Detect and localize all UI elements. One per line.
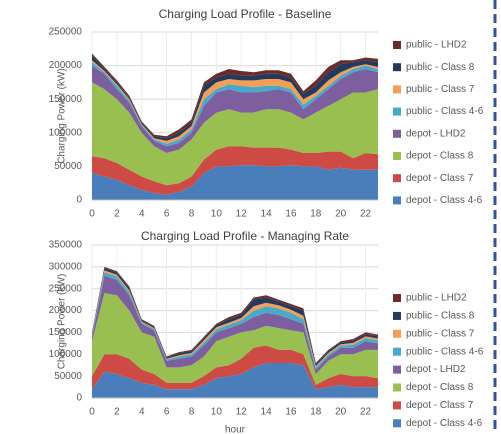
x-tick-label: 20 — [335, 209, 347, 220]
area — [92, 53, 378, 139]
area — [92, 65, 378, 153]
legend-swatch — [393, 85, 401, 94]
legend-swatch — [393, 365, 401, 374]
area — [92, 266, 378, 365]
legend-swatch — [393, 401, 401, 410]
area — [92, 82, 378, 186]
legend-label: depot - Class 7 — [406, 173, 474, 184]
x-tick-label: 0 — [89, 209, 95, 220]
x-tick-label: 14 — [261, 209, 273, 220]
x-tick-label: 6 — [164, 209, 170, 220]
legend-label: depot - Class 8 — [406, 382, 474, 393]
legend-label: public - Class 4-6 — [406, 106, 484, 117]
x-tick-label: 4 — [139, 407, 145, 418]
y-tick-label: 200000 — [49, 60, 83, 71]
legend-label: public - Class 7 — [406, 328, 475, 339]
legend-swatch — [393, 294, 401, 302]
y-tick-label: 0 — [76, 393, 82, 404]
y-tick-label: 250000 — [49, 27, 83, 38]
x-tick-label: 10 — [211, 407, 223, 418]
y-tick-label: 300000 — [49, 261, 83, 272]
x-tick-label: 16 — [285, 407, 297, 418]
y-tick-label: 0 — [76, 195, 82, 206]
legend-swatch — [393, 329, 401, 338]
y-tick-label: 50000 — [54, 371, 82, 382]
legend-label: public - LHD2 — [406, 293, 467, 304]
legend-swatch — [393, 129, 401, 138]
y-tick-label: 200000 — [49, 305, 83, 316]
area — [92, 60, 378, 144]
legend-swatch — [393, 383, 401, 392]
x-axis-label: hour — [225, 425, 246, 434]
area — [92, 55, 378, 141]
legend-label: public - Class 7 — [406, 84, 475, 95]
area — [92, 293, 378, 385]
area — [92, 363, 378, 398]
legend-swatch — [393, 311, 401, 320]
y-axis-label: Charging Power (kW) — [57, 274, 68, 370]
y-tick-label: 150000 — [49, 94, 83, 105]
legend-swatch — [393, 174, 401, 183]
legend-label: depot - LHD2 — [406, 128, 466, 139]
x-tick-label: 2 — [114, 209, 120, 220]
x-tick-label: 2 — [114, 407, 120, 418]
area — [92, 345, 378, 390]
x-tick-label: 4 — [139, 209, 145, 220]
y-tick-label: 50000 — [54, 161, 82, 172]
legend-swatch — [393, 196, 401, 205]
legend-label: depot - Class 4-6 — [406, 418, 483, 429]
legend-label: public - Class 8 — [406, 311, 475, 322]
legend-swatch — [393, 41, 401, 49]
legend-label: depot - Class 8 — [406, 151, 474, 162]
y-tick-label: 250000 — [49, 283, 83, 294]
legend-swatch — [393, 152, 401, 160]
legend-label: depot - Class 4-6 — [406, 195, 483, 206]
legend-swatch — [393, 107, 401, 116]
x-tick-label: 0 — [89, 407, 95, 418]
x-tick-label: 16 — [285, 209, 297, 220]
x-tick-label: 18 — [310, 407, 322, 418]
legend-label: public - LHD2 — [406, 40, 467, 51]
y-tick-label: 350000 — [49, 240, 83, 251]
legend-swatch — [393, 63, 401, 72]
x-tick-label: 8 — [189, 407, 195, 418]
x-tick-label: 12 — [236, 407, 248, 418]
y-tick-label: 100000 — [49, 127, 83, 138]
x-tick-label: 22 — [360, 209, 372, 220]
legend-label: depot - LHD2 — [406, 364, 466, 375]
x-tick-label: 18 — [310, 209, 322, 220]
area — [92, 272, 378, 370]
y-tick-label: 100000 — [49, 349, 83, 360]
legend-label: public - Class 4-6 — [406, 346, 484, 357]
area — [92, 146, 378, 195]
legend-swatch — [393, 347, 401, 356]
legend-swatch — [393, 419, 401, 428]
x-tick-label: 22 — [360, 407, 372, 418]
x-tick-label: 20 — [335, 407, 347, 418]
legend-label: public - Class 8 — [406, 62, 475, 73]
area — [92, 268, 378, 367]
y-tick-label: 150000 — [49, 327, 83, 338]
area — [92, 275, 378, 374]
area — [92, 165, 378, 200]
area — [92, 270, 378, 368]
x-tick-label: 10 — [211, 209, 223, 220]
chart-title: Charging Load Profile - Baseline — [159, 7, 332, 21]
chart-title: Charging Load Profile - Managing Rate — [141, 229, 349, 243]
x-tick-label: 6 — [164, 407, 170, 418]
y-axis-label: Charging Power (kW) — [57, 68, 68, 164]
x-tick-label: 8 — [189, 209, 195, 220]
x-tick-label: 14 — [261, 407, 273, 418]
x-tick-label: 12 — [236, 209, 248, 220]
legend-label: depot - Class 7 — [406, 400, 474, 411]
